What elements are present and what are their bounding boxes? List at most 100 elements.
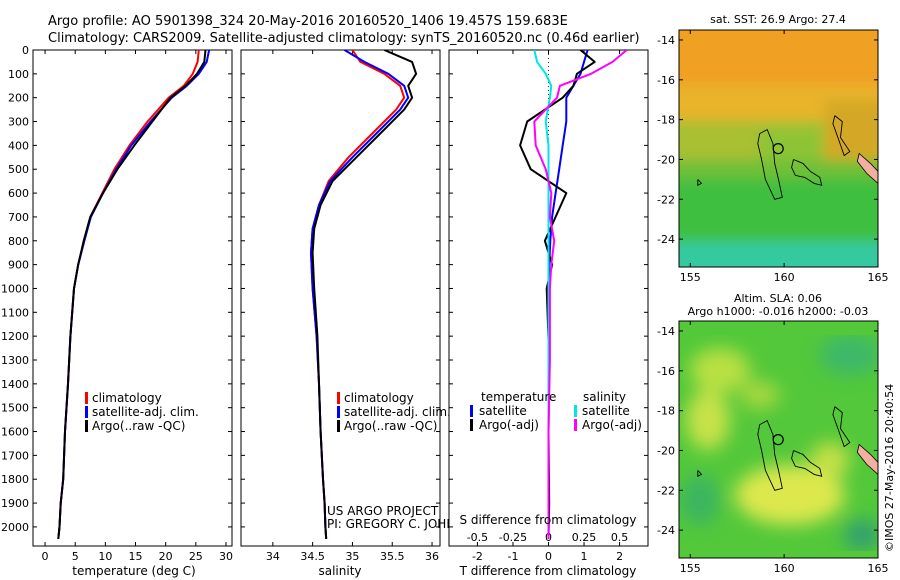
argo-position-marker	[772, 143, 784, 155]
y-tick-label: 800	[8, 235, 29, 248]
x-tick-label: 1	[581, 550, 588, 563]
sla-map-overlay	[697, 406, 878, 491]
y-tick-label: 1000	[1, 282, 29, 295]
reef-contour	[832, 406, 851, 448]
legend-title-salinity: salinity	[583, 390, 626, 404]
map-y-tick-label: -24	[657, 524, 675, 537]
x-tick-label: 36	[425, 550, 439, 563]
x-tick-label: 25	[189, 550, 203, 563]
x-tick-label: 35	[345, 550, 359, 563]
header-title-line2: Climatology: CARS2009. Satellite-adjuste…	[48, 31, 640, 46]
map-y-tick-label: -22	[657, 193, 675, 206]
legend-label-argo: Argo(..raw -QC)	[92, 419, 185, 433]
map-x-tick-label: 155	[680, 271, 701, 284]
y-tick-label: 1900	[1, 497, 29, 510]
sst-map-overlay	[697, 115, 878, 200]
y-tick-label: 100	[8, 68, 29, 81]
sst-map-axes: 155 160 165 -14 -16 -18 -20 -22 -24	[657, 30, 889, 284]
reef-contour	[791, 159, 823, 186]
sla-map-title-line2: Argo h1000: -0.016 h2000: -0.03	[688, 305, 869, 318]
difference-xlabel: T difference from climatology	[459, 564, 637, 578]
land-new-caledonia	[856, 443, 878, 475]
difference-lines	[519, 50, 628, 539]
series-line-argo-adj-salinity-	[533, 50, 628, 539]
legend-label-satellite-adj: satellite-adj. clim.	[92, 405, 199, 419]
legend-label-satellite-adj: satellite-adj. clim.	[344, 405, 451, 419]
x-tick-label: 0	[42, 550, 49, 563]
map-y-tick-label: -14	[657, 34, 675, 47]
x-tick-label: 10	[98, 550, 112, 563]
sla-field	[680, 335, 878, 551]
map-y-tick-label: -20	[657, 153, 675, 166]
reef-contour	[832, 115, 851, 157]
legend-swatch-argo	[337, 420, 340, 432]
legend-label-climatology: climatology	[344, 391, 414, 405]
legend-swatch-argo	[85, 420, 88, 432]
y-tick-label: 600	[8, 187, 29, 200]
reef-contour	[697, 470, 703, 478]
legend-swatch-satellite-temperature	[470, 405, 473, 417]
legend-label-satellite-salinity: satellite	[582, 404, 630, 418]
top-tick-label: 0.25	[572, 531, 597, 544]
header-title-line1: Argo profile: AO 5901398_324 20-May-2016…	[48, 14, 568, 29]
top-tick-label: -0.25	[499, 531, 527, 544]
x-tick-label: 20	[159, 550, 173, 563]
reef-contour	[791, 450, 823, 477]
x-tick-label: 0	[545, 550, 552, 563]
difference-depth-ticks	[449, 49, 648, 528]
y-tick-label: 2000	[1, 521, 29, 534]
y-tick-label: 200	[8, 92, 29, 105]
map-x-tick-label: 160	[774, 271, 795, 284]
salinity-depth-ticks	[241, 49, 440, 528]
temperature-panel: 0100200300400500600700800900100011001200…	[1, 44, 233, 578]
salinity-lines	[310, 50, 418, 539]
difference-panel: -2 -1 0 1 2 -0.5 -0.25 0 0.25 0.5 S difference f…	[448, 49, 649, 578]
y-tick-label: 400	[8, 139, 29, 152]
x-tick-label: 35.5	[380, 550, 405, 563]
legend-swatch-satellite-adj	[337, 406, 340, 418]
salinity-x-axis: 34 34.5 35 35.5 36	[266, 50, 439, 563]
y-tick-label: 0	[22, 44, 29, 57]
sst-map-panel: sat. SST: 26.9 Argo: 27.4 155 160 165 -14 -1…	[657, 13, 889, 284]
x-tick-label: 34	[266, 550, 280, 563]
imos-watermark: ©IMOS 27-May-2016 20:40:54	[883, 384, 896, 552]
y-tick-label: 900	[8, 259, 29, 272]
sla-map-title-line1: Altim. SLA: 0.06	[734, 292, 822, 305]
y-tick-label: 1300	[1, 354, 29, 367]
sla-map-axes: 155 160 165 -14 -16 -18 -20 -22 -24	[657, 321, 889, 575]
difference-legend: temperature salinity satellite Argo(-adj…	[470, 390, 642, 432]
legend-swatch-satellite-adj	[85, 406, 88, 418]
legend-label-argo-temperature: Argo(-adj)	[479, 418, 539, 432]
reef-contour	[697, 179, 703, 187]
x-tick-label: 34.5	[300, 550, 325, 563]
legend-label-argo-salinity: Argo(-adj)	[582, 418, 642, 432]
y-tick-label: 1500	[1, 402, 29, 415]
y-tick-label: 1200	[1, 330, 29, 343]
reef-contour	[757, 128, 783, 200]
x-tick-label: 15	[129, 550, 143, 563]
map-y-tick-label: -22	[657, 484, 675, 497]
y-tick-label: 500	[8, 163, 29, 176]
map-x-tick-label: 155	[680, 562, 701, 575]
y-tick-label: 700	[8, 211, 29, 224]
depth-axis: 0 100 200 300 400 500 600 700 800 900 1000 1100 1200…	[1, 44, 232, 534]
map-x-tick-label: 165	[868, 562, 889, 575]
map-y-tick-label: -16	[657, 74, 675, 87]
x-tick-label: 5	[72, 550, 79, 563]
y-tick-label: 1100	[1, 306, 29, 319]
credit-pi: PI: GREGORY C. JOHNSON	[327, 517, 481, 531]
legend-label-satellite-temperature: satellite	[479, 404, 527, 418]
sla-map-panel: Altim. SLA: 0.06 Argo h1000: -0.016 h200…	[657, 292, 888, 575]
difference-xlabel-top: S difference from climatology	[460, 513, 637, 527]
y-tick-label: 1700	[1, 449, 29, 462]
x-tick-label: -2	[472, 550, 483, 563]
y-tick-label: 1400	[1, 378, 29, 391]
land-new-caledonia	[856, 152, 878, 184]
difference-x-axis: -2 -1 0 1 2	[472, 50, 623, 563]
legend-swatch-satellite-salinity	[574, 405, 577, 417]
map-x-tick-label: 160	[774, 562, 795, 575]
salinity-xlabel: salinity	[318, 564, 361, 578]
series-line-argo-raw-qc-	[311, 50, 418, 539]
map-y-tick-label: -24	[657, 233, 675, 246]
